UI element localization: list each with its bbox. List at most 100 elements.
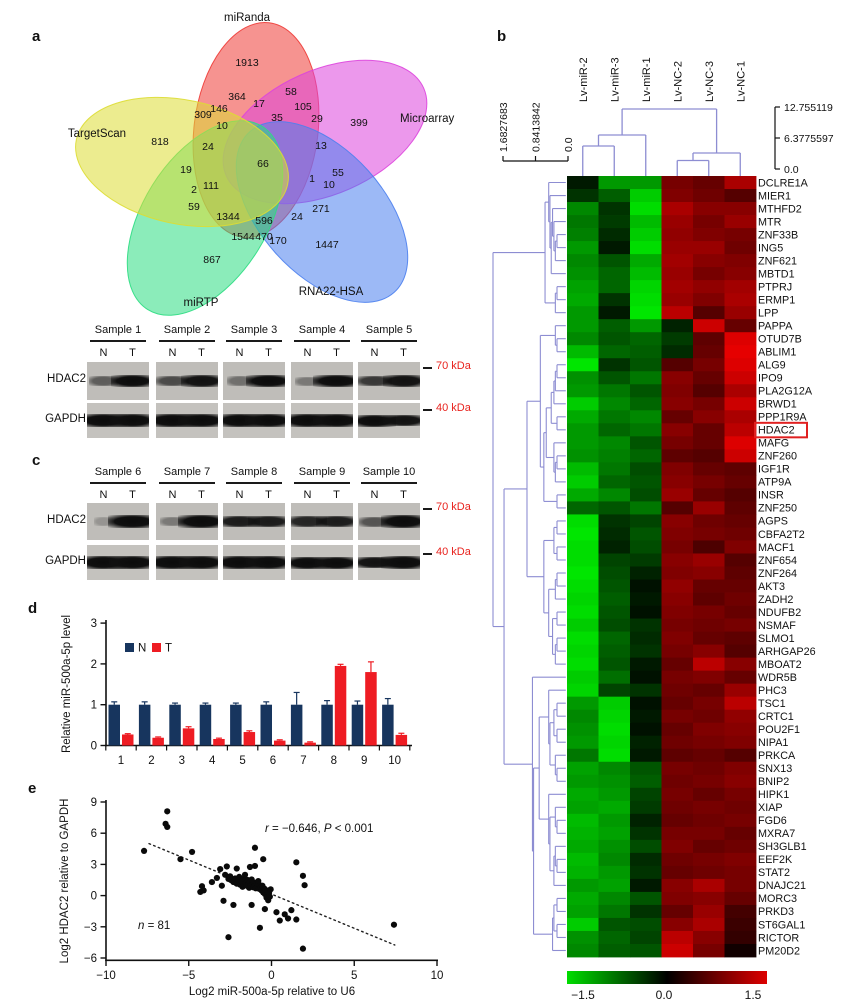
- colorbar-tick-label: 0.0: [656, 988, 673, 1002]
- venn-count: 111: [203, 180, 219, 192]
- heatmap-cell: [567, 683, 599, 698]
- sample-size-annotation: n = 81: [138, 920, 170, 932]
- heatmap-cell: [724, 449, 757, 463]
- gene-label: ABLIM1: [758, 347, 796, 359]
- heatmap-cell: [630, 228, 662, 242]
- heatmap-cell: [630, 566, 662, 580]
- heatmap-cell: [693, 722, 725, 737]
- heatmap-cell: [598, 891, 631, 906]
- heatmap-cell: [724, 800, 757, 815]
- heatmap-cell: [693, 904, 725, 919]
- gene-label: AGPS: [758, 516, 788, 528]
- heatmap-cell: [693, 371, 725, 385]
- scatter-point: [230, 901, 237, 909]
- heatmap-cell: [724, 306, 757, 320]
- heatmap-cell: [567, 306, 599, 320]
- venn-count: 596: [255, 215, 273, 227]
- gene-label: NIPA1: [758, 737, 788, 749]
- heatmap-cell: [630, 878, 662, 893]
- gapdh-band: [382, 414, 420, 427]
- heatmap-cell: [567, 462, 599, 476]
- gene-label: ALG9: [758, 360, 786, 372]
- heatmap-cell: [661, 319, 694, 333]
- y-tick-label: 3: [91, 859, 97, 871]
- bar-chart-mir500a: 0 1 2 3 1 2 3 4 5 6 7 8 9 10 N T Relative miR-500a-5p le…: [61, 615, 412, 767]
- sample-underline: [226, 482, 282, 484]
- scatter-point: [284, 915, 292, 922]
- bar-T: [182, 728, 195, 746]
- heatmap-cell: [598, 774, 631, 789]
- gene-label: CRTC1: [758, 711, 794, 723]
- western-blot-panel-c: Sample 6 N T Sample 7 N T Sample 8 N T Sample 9 N T…: [0, 0, 480, 600]
- heatmap-cell: [598, 683, 631, 698]
- heatmap-cell: [661, 696, 694, 711]
- heatmap-cell: [598, 696, 631, 711]
- lane-label: N: [370, 489, 379, 501]
- hdac2-band: [88, 376, 119, 386]
- scatter-point: [299, 945, 307, 952]
- lane-label: T: [198, 489, 205, 501]
- venn-count: 29: [311, 113, 323, 125]
- heatmap-cell: [661, 943, 694, 958]
- heatmap-cell: [630, 813, 662, 828]
- western-blot-panel-a: Sample 1 N T Sample 2 N T Sample 3 N T Sample 4 N T…: [0, 0, 480, 450]
- heatmap-cell: [630, 865, 662, 880]
- heatmap-cell: [630, 215, 662, 229]
- heatmap-cell: [724, 605, 757, 619]
- scatter-point: [140, 847, 148, 854]
- heatmap-cell: [567, 878, 599, 893]
- venn-set-label: miRTP: [184, 297, 219, 309]
- heatmap-cell: [724, 631, 757, 645]
- gene-label: LPP: [758, 307, 778, 319]
- gene-label: FGD6: [758, 815, 787, 827]
- bar-T: [243, 732, 256, 746]
- heatmap-cell: [661, 397, 694, 411]
- heatmap-cell: [693, 514, 725, 528]
- sample-underline: [159, 482, 215, 484]
- scatter-point: [251, 862, 259, 870]
- heatmap-cell: [630, 397, 662, 411]
- bar-T: [152, 737, 164, 746]
- heatmap-cell: [598, 930, 631, 945]
- lane-label: N: [235, 347, 244, 359]
- heatmap-cell: [598, 566, 631, 580]
- hdac2-band: [245, 374, 285, 388]
- hdac2-blot-box: [223, 362, 285, 400]
- col-scale-label: 12.755119: [784, 102, 833, 114]
- gapdh-band: [178, 556, 218, 569]
- heatmap-cell: [630, 553, 662, 567]
- blot-row-label-gapdh: GAPDH: [45, 555, 86, 567]
- gene-label: ZNF33B: [758, 229, 798, 241]
- sample-underline: [294, 482, 350, 484]
- y-tick-label: 3: [91, 618, 97, 630]
- bar-N: [230, 704, 242, 746]
- heatmap-cell: [693, 865, 725, 880]
- heatmap-cell: [661, 787, 694, 802]
- heatmap-cell: [693, 475, 725, 489]
- scatter-point: [267, 886, 274, 893]
- heatmap-cell: [630, 384, 662, 398]
- heatmap-cell: [598, 280, 631, 294]
- heatmap-cell: [724, 657, 757, 672]
- hdac2-band: [110, 375, 149, 387]
- x-tick-label: 5: [351, 970, 357, 982]
- heatmap-cell: [724, 176, 757, 190]
- row-scale-label: 0.8413842: [531, 102, 543, 152]
- heatmap-cell: [567, 202, 599, 216]
- heatmap-cell: [724, 358, 757, 372]
- heatmap-cell: [598, 917, 631, 932]
- heatmap-cell: [661, 280, 694, 294]
- heatmap-cell: [724, 540, 757, 554]
- bar-N: [138, 704, 151, 746]
- heatmap-cell: [724, 527, 757, 541]
- gene-label: ZNF250: [758, 503, 797, 515]
- heatmap-cell: [693, 618, 725, 632]
- bar-T: [304, 742, 316, 746]
- heatmap-cell: [724, 709, 757, 724]
- venn-count: 867: [203, 254, 221, 266]
- heatmap-cell: [630, 267, 662, 281]
- heatmap-cell: [693, 891, 725, 906]
- heatmap-cell: [693, 332, 725, 346]
- heatmap-cell: [598, 176, 631, 190]
- heatmap-cell: [661, 735, 694, 750]
